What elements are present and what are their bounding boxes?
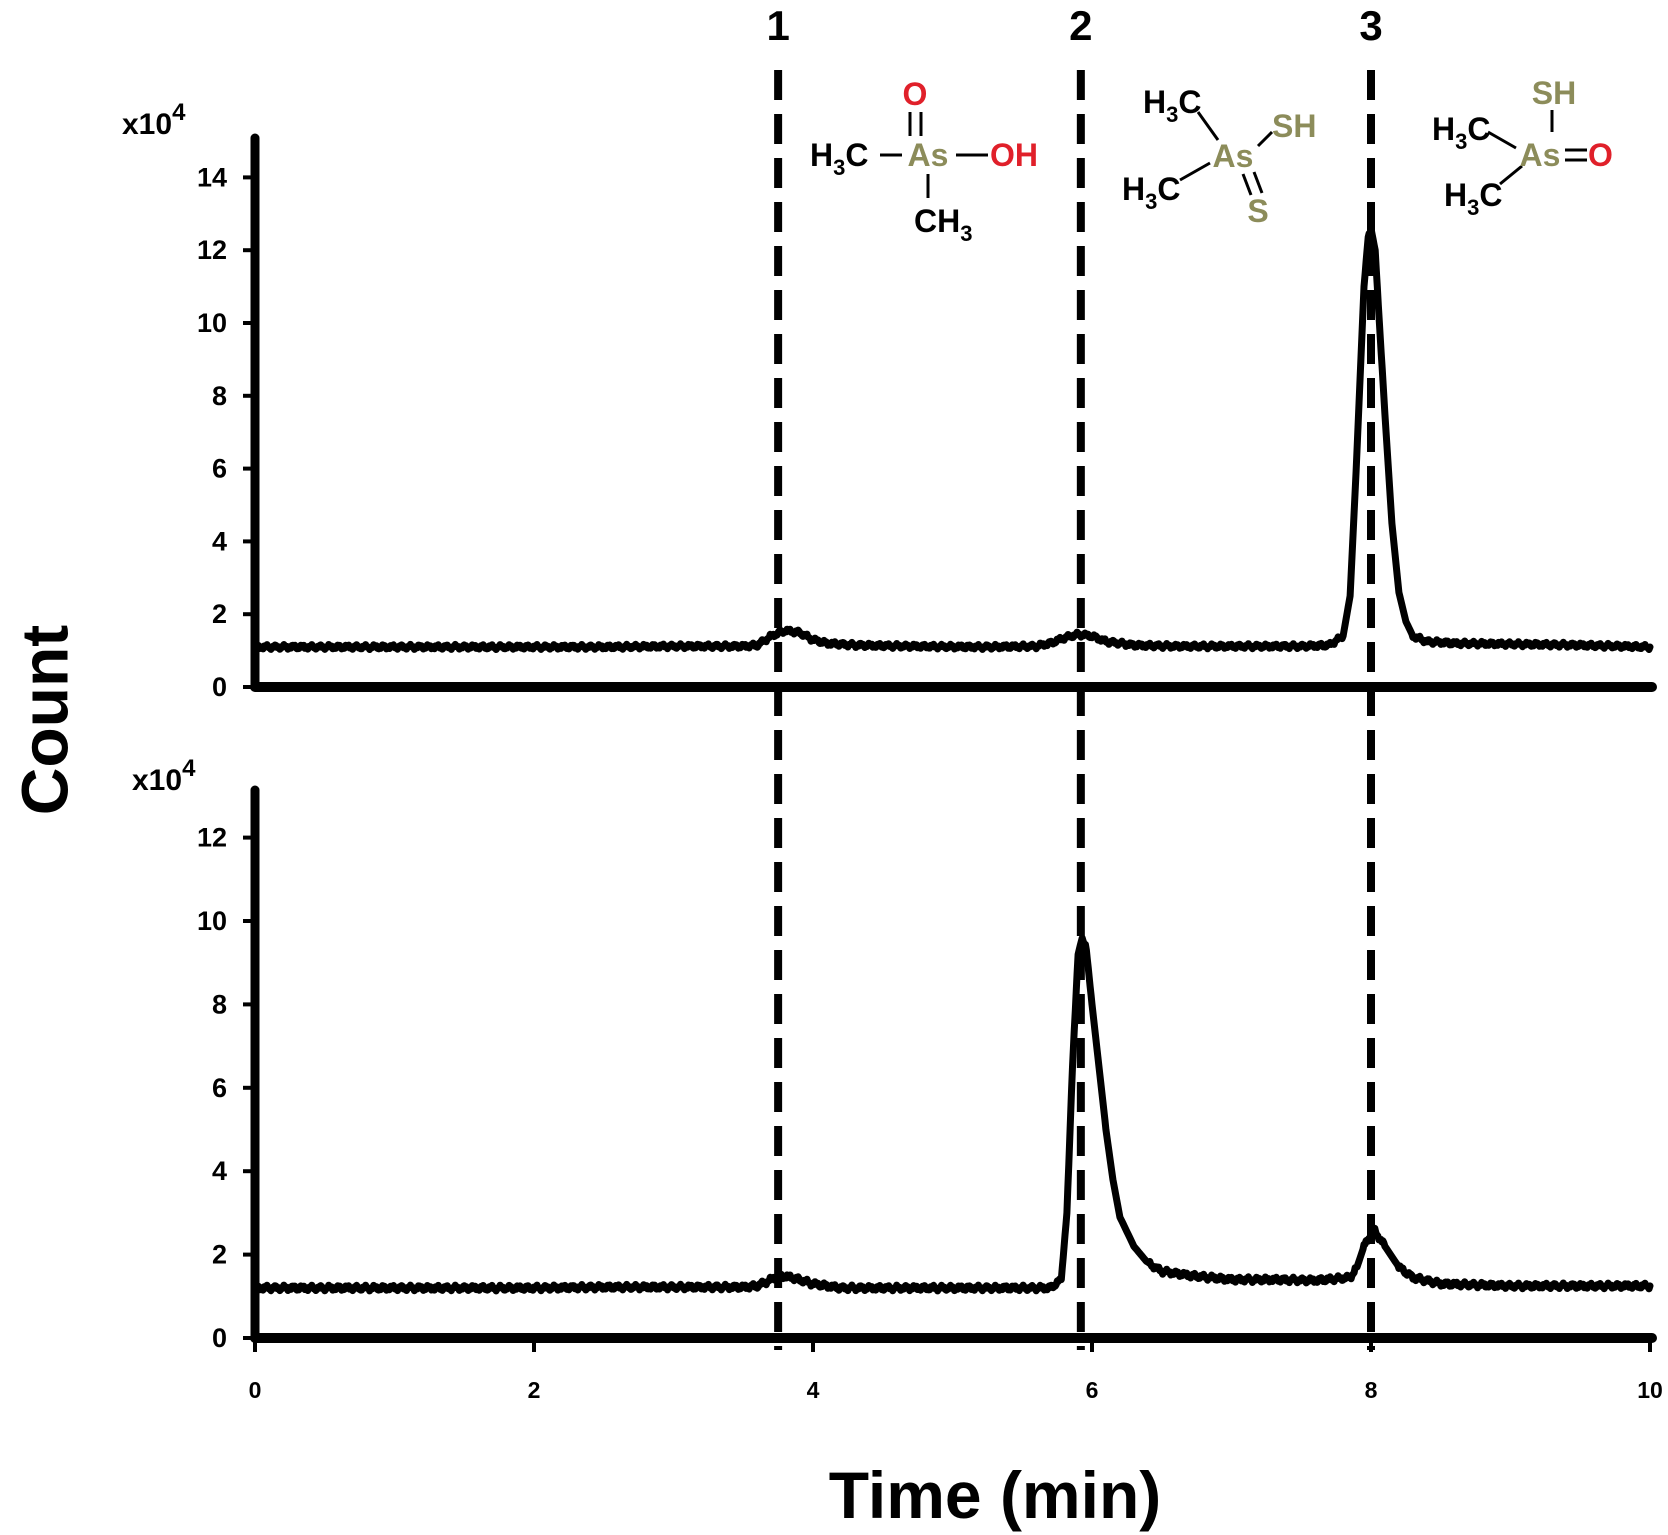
structure-2-arsenic: As (1213, 138, 1254, 174)
peak-marker-label-1: 1 (766, 2, 789, 49)
structure-1-bottom-sub: 3 (960, 221, 972, 246)
bottom-y-tick-label: 0 (212, 1323, 227, 1353)
structure-1-oxygen: O (903, 76, 928, 112)
peak-marker-label-2: 2 (1069, 2, 1092, 49)
bottom-y-tick-label: 12 (197, 823, 227, 853)
structure-2-upper-sub: 3 (1166, 102, 1178, 127)
structure-3-lower-left: H3C (1444, 177, 1502, 220)
structure-2-double-bond-a (1241, 173, 1253, 196)
bottom-y-tick-label: 10 (197, 906, 227, 936)
top-y-tick-label: 12 (197, 235, 227, 265)
peak-marker-label-3: 3 (1359, 2, 1382, 49)
structure-2-double-bond-b (1252, 171, 1264, 194)
structure-1-arsenic: As (908, 137, 949, 173)
structure-2-lower-c: C (1157, 171, 1180, 207)
top-panel: 0 2 4 6 8 10 12 14 (197, 133, 1657, 702)
structure-3-lower-h: H (1444, 177, 1467, 213)
structure-1-left-h: H (810, 137, 833, 173)
bottom-y-tick-label: 8 (212, 989, 227, 1019)
structure-3-upper-left: H3C (1432, 111, 1490, 154)
bottom-multiplier-exponent: 4 (182, 755, 196, 782)
top-y-tick-label: 8 (212, 381, 227, 411)
structure-3-lower-c: C (1479, 177, 1502, 213)
top-panel-multiplier: x104 (122, 99, 186, 141)
bottom-trace-line (251, 934, 1654, 1295)
structure-2-upper-c: C (1178, 84, 1201, 120)
structure-2-upper-bond (1196, 111, 1220, 141)
structure-2-right-bond (1256, 130, 1274, 148)
structure-2-sulfur: S (1247, 193, 1268, 229)
top-multiplier-exponent: 4 (172, 99, 186, 126)
structure-3-upper-h: H (1432, 111, 1455, 147)
y-axis-title: Count (7, 625, 81, 816)
bottom-y-tick-label: 6 (212, 1073, 227, 1103)
structure-3-arsenic: As (1520, 137, 1561, 173)
structure-2-upper-left: H3C (1143, 84, 1201, 127)
structure-3-thiol: SH (1532, 75, 1576, 111)
top-trace-line (251, 224, 1654, 653)
structure-1-left-sub: 3 (833, 155, 845, 180)
peak-markers: 1 2 3 (766, 2, 1383, 1350)
structure-3-lower-sub: 3 (1467, 195, 1479, 220)
top-y-tick-label: 0 (212, 672, 227, 702)
x-axis-ticks: 0 2 4 6 8 10 (249, 1338, 1663, 1403)
structure-1-left-group: H3C (810, 137, 868, 180)
structure-peak-1: O H3C As OH CH3 (810, 76, 1038, 246)
structure-3-oxygen: O (1588, 137, 1613, 173)
top-y-tick-label: 6 (212, 454, 227, 484)
top-multiplier-base: x10 (122, 108, 172, 141)
x-tick-label: 0 (249, 1377, 262, 1403)
structure-1-hydroxyl: OH (990, 137, 1038, 173)
bottom-panel-multiplier: x104 (132, 755, 196, 797)
structure-peak-2: H3C H3C As SH S (1122, 84, 1316, 229)
structure-1-left-c: C (845, 137, 868, 173)
x-axis-title: Time (min) (829, 1458, 1161, 1532)
structure-3-upper-sub: 3 (1455, 129, 1467, 154)
structure-2-lower-h: H (1122, 171, 1145, 207)
x-tick-label: 2 (528, 1377, 541, 1403)
x-tick-label: 4 (807, 1377, 820, 1403)
bottom-y-tick-label: 2 (212, 1240, 227, 1270)
structure-3-upper-c: C (1467, 111, 1490, 147)
structure-1-bottom-group: CH3 (914, 203, 972, 246)
bottom-y-tick-label: 4 (212, 1156, 227, 1186)
structure-2-thiol: SH (1272, 108, 1316, 144)
top-y-tick-label: 14 (197, 162, 227, 192)
bottom-panel: 0 2 4 6 8 10 12 (197, 785, 1657, 1353)
x-tick-label: 10 (1637, 1377, 1663, 1403)
bottom-multiplier-base: x10 (132, 764, 182, 797)
structure-1-bottom-ch: CH (914, 203, 960, 239)
top-y-tick-label: 10 (197, 308, 227, 338)
structure-peak-3: SH H3C H3C As O (1432, 75, 1613, 220)
structure-2-lower-bond (1179, 161, 1211, 182)
structure-2-upper-h: H (1143, 84, 1166, 120)
structure-2-lower-left: H3C (1122, 171, 1180, 214)
structure-3-upper-bond (1487, 130, 1517, 150)
top-y-tick-label: 2 (212, 599, 227, 629)
x-tick-label: 8 (1365, 1377, 1378, 1403)
x-tick-label: 6 (1086, 1377, 1099, 1403)
structure-2-lower-sub: 3 (1145, 189, 1157, 214)
top-y-tick-label: 4 (212, 526, 227, 556)
structure-3-lower-bond (1499, 164, 1523, 186)
